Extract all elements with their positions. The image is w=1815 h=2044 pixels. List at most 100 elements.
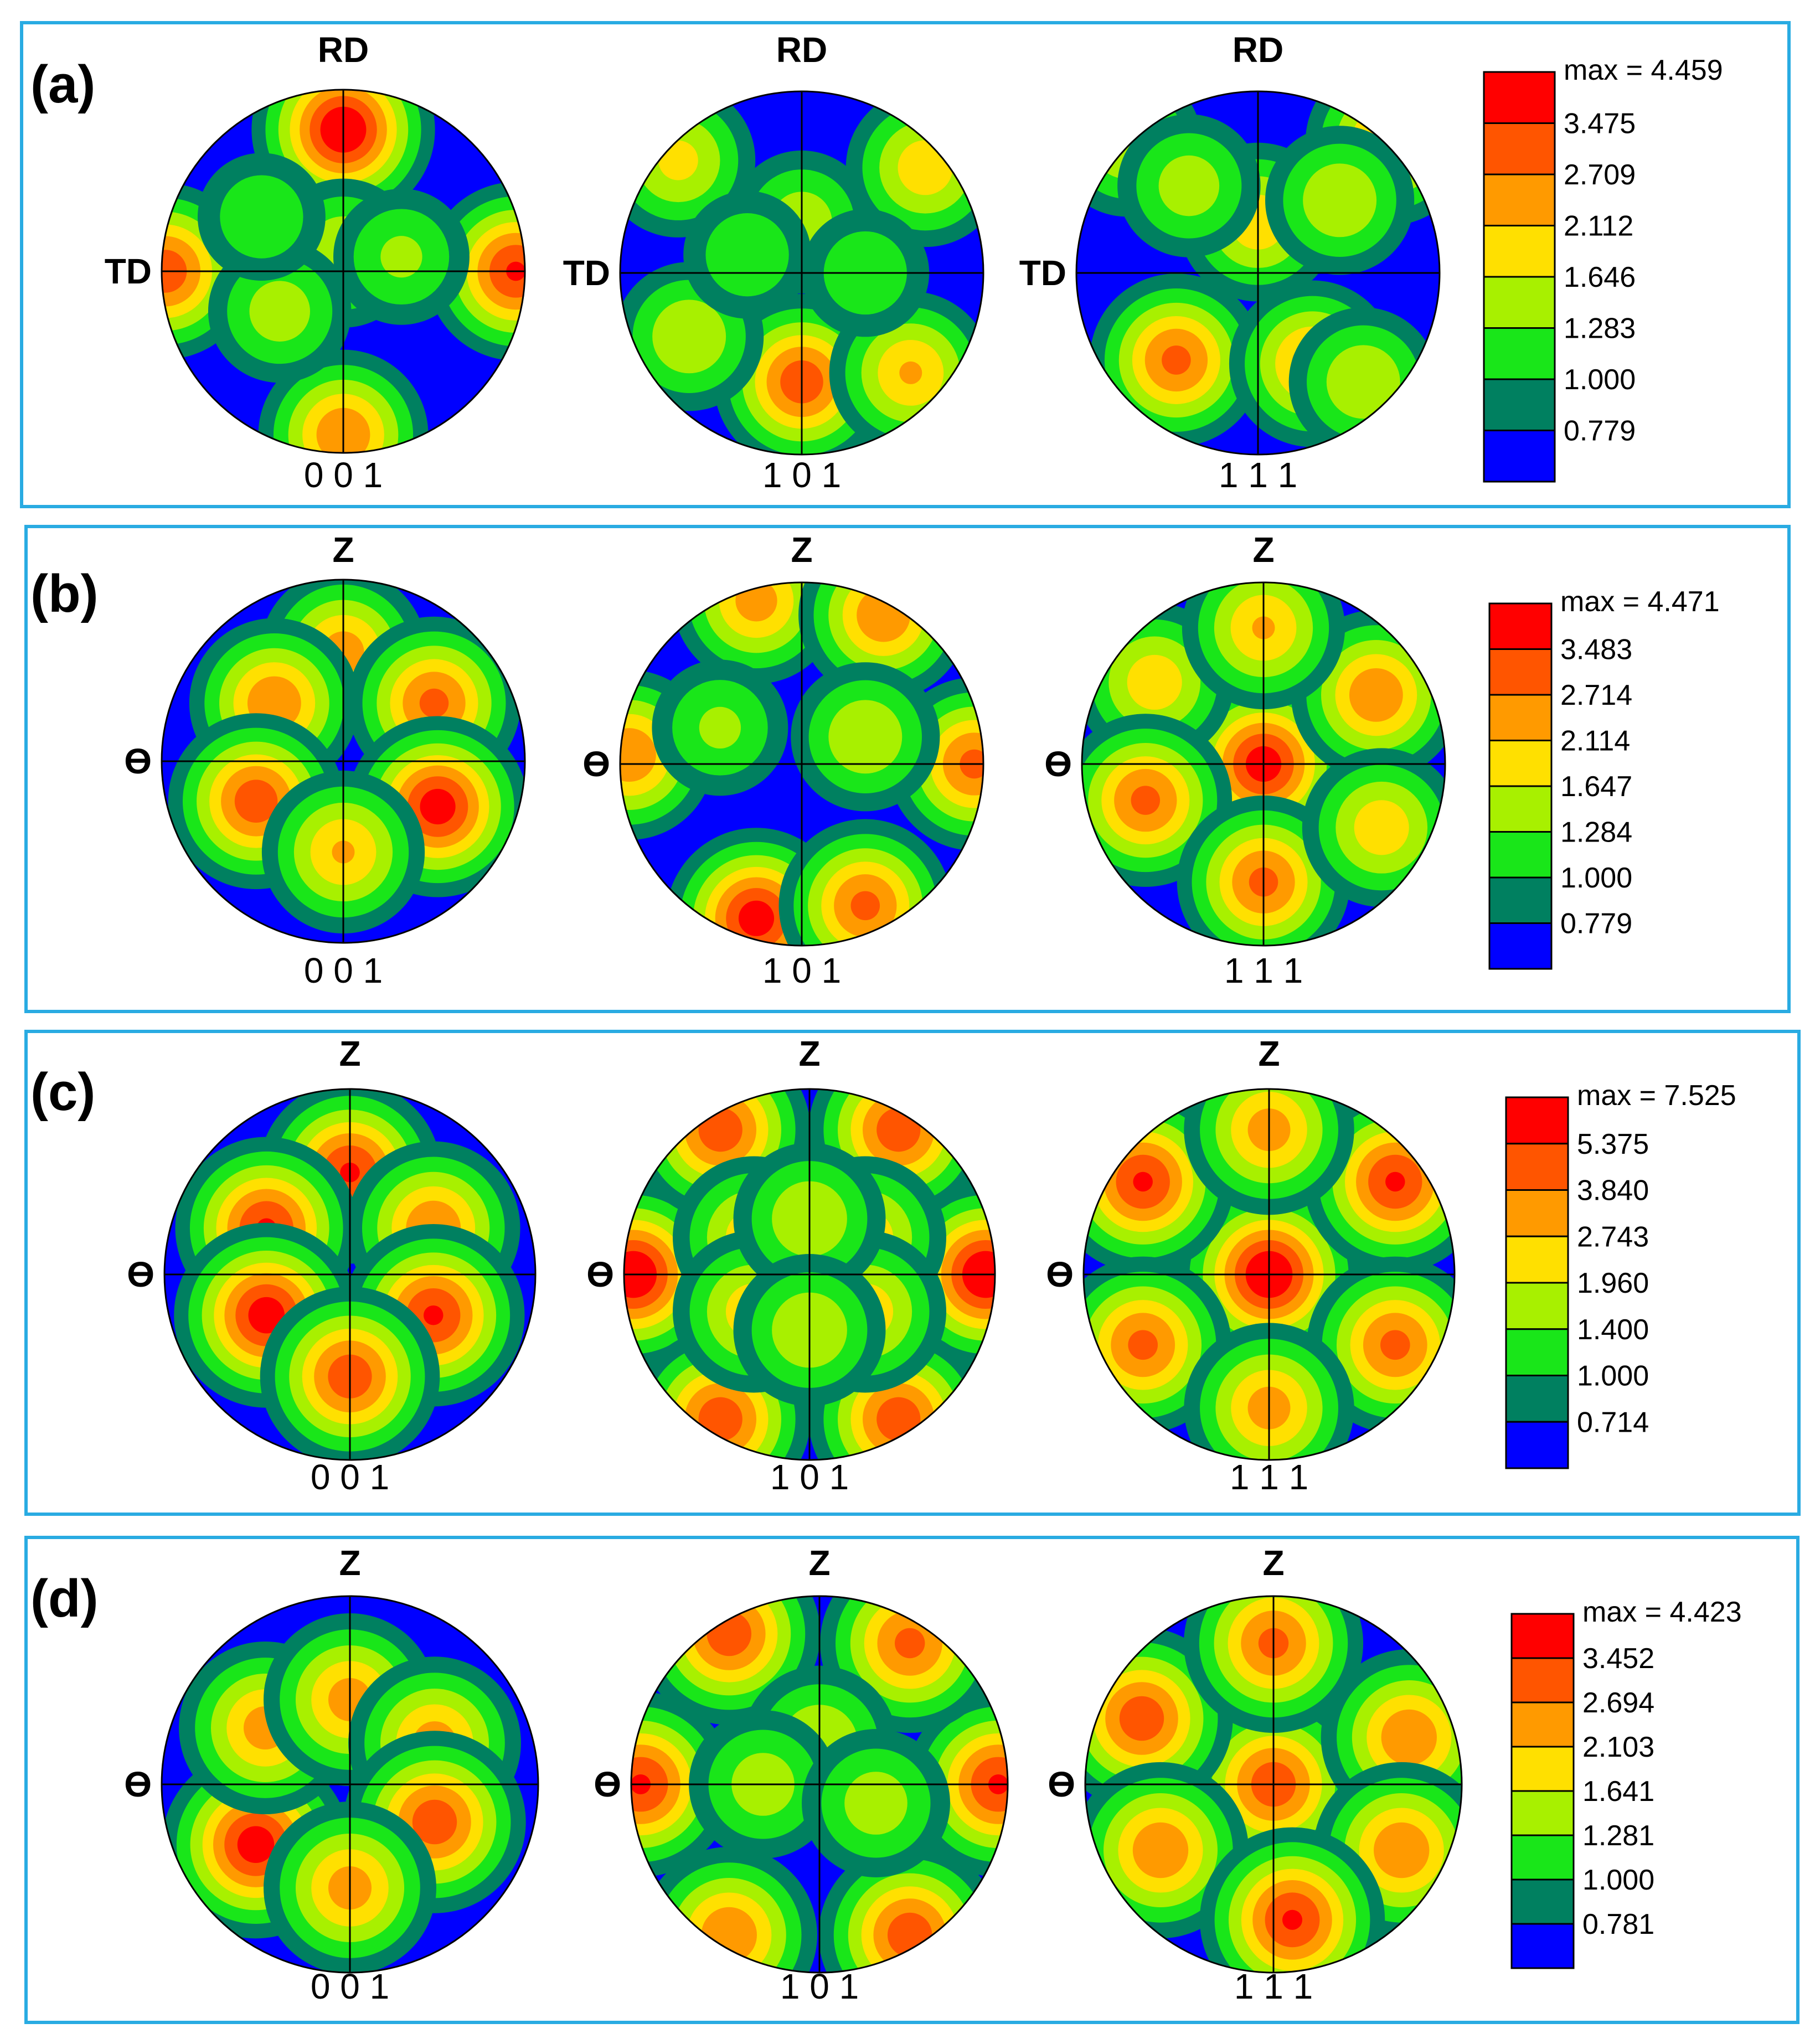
legend-level-label: 0.779 (1560, 908, 1632, 940)
pole-figure-outline (1084, 1595, 1463, 1974)
pole-figure-111 (1084, 1595, 1463, 1974)
legend-level-label: 1.641 (1582, 1775, 1654, 1808)
density-peak-7-level-2 (220, 175, 303, 259)
panel-a-frame (20, 21, 1791, 508)
density-peak-3-level-6 (1131, 786, 1161, 815)
top-axis-label: Z (1262, 1543, 1284, 1583)
legend-level-label: 1.281 (1582, 1820, 1654, 1852)
density-peak-3-level-6 (894, 1628, 925, 1659)
legend-level-label: 1.283 (1564, 313, 1636, 345)
top-axis-label: RD (318, 30, 369, 70)
legend-swatch (1488, 876, 1553, 924)
density-peak-2-level-5 (735, 582, 777, 622)
legend-swatch (1510, 1790, 1575, 1836)
legend-swatch (1483, 327, 1556, 380)
panel-d: (d) Z ϴ 0 0 1 Z ϴ 1 0 1 Z ϴ 1 1 1 max = 4.423 3.452… (30, 1543, 1742, 2006)
pole-figure-101 (623, 1088, 996, 1461)
legend-swatch (1483, 378, 1556, 431)
density-peak-0-level-7 (237, 1826, 275, 1864)
legend-max-label: max = 4.471 (1560, 586, 1720, 618)
legend-swatch (1505, 1189, 1569, 1237)
density-peak-3-level-5 (1132, 1822, 1189, 1878)
pole-figure-001 (163, 1088, 537, 1461)
legend-swatch (1510, 1613, 1575, 1659)
legend-swatch (1510, 1834, 1575, 1881)
legend-swatch (1488, 922, 1553, 970)
pole-figure-outline (161, 1595, 539, 1974)
density-peak-5-level-3 (249, 281, 310, 342)
density-peak-8-level-3 (844, 1772, 908, 1835)
pole-label: 1 0 1 (762, 951, 841, 990)
legend-swatch (1510, 1923, 1575, 1969)
pole-label: 1 0 1 (780, 1966, 859, 2006)
density-peak-4-level-7 (420, 788, 456, 825)
density-peak-3-level-5 (857, 588, 911, 642)
legend-swatch (1505, 1235, 1569, 1284)
legend-swatch (1510, 1746, 1575, 1792)
side-axis-label: ϴ (124, 741, 152, 781)
density-peak-4-level-6 (412, 1799, 457, 1845)
color-legend: max = 4.423 3.452 2.694 2.103 1.641 1.281 1.00… (1510, 1596, 1742, 1969)
pole-label: 1 1 1 (1219, 455, 1297, 495)
pole-figure-outline (1081, 581, 1446, 947)
side-axis-label: ϴ (582, 744, 610, 784)
legend-level-label: 2.112 (1564, 210, 1633, 242)
legend-swatch (1505, 1096, 1569, 1145)
density-peak-2-level-6 (698, 1108, 742, 1152)
legend-swatch (1488, 602, 1553, 650)
pole-label: 1 1 1 (1230, 1457, 1308, 1497)
legend-level-label: 2.103 (1582, 1731, 1654, 1763)
legend-level-label: 0.781 (1582, 1908, 1654, 1940)
legend-swatch (1505, 1421, 1569, 1469)
color-legend: max = 7.525 5.375 3.840 2.743 1.960 1.400 1.00… (1505, 1080, 1736, 1469)
panel-label: (b) (30, 564, 99, 623)
pole-figure-outline (1075, 90, 1441, 456)
legend-swatch (1483, 225, 1556, 278)
pole-figure-outline (163, 1088, 537, 1461)
pole-figure-outline (161, 89, 526, 454)
legend-swatch (1510, 1701, 1575, 1748)
pole-figure-outline (619, 581, 984, 947)
side-axis-label: ϴ (127, 1255, 154, 1294)
legend-swatch (1483, 71, 1556, 124)
density-peak-3-level-7 (248, 1297, 285, 1334)
density-peak-5-level-3 (1158, 155, 1220, 216)
density-peak-0-level-6 (1162, 345, 1191, 375)
legend-level-label: 5.375 (1577, 1128, 1649, 1160)
pole-label: 0 0 1 (311, 1457, 389, 1497)
legend-level-label: 1.000 (1560, 862, 1632, 894)
density-contours (1082, 582, 1445, 946)
density-peak-4-level-6 (698, 1397, 742, 1441)
pole-label: 0 0 1 (311, 1966, 389, 2006)
pole-label: 1 1 1 (1234, 1966, 1313, 2006)
legend-level-label: 1.284 (1560, 817, 1632, 849)
density-peak-4-level-5 (1374, 1822, 1430, 1878)
density-peak-7-level-3 (699, 706, 741, 749)
legend-level-label: 3.452 (1582, 1643, 1654, 1675)
panel-c: (c) Z ϴ 0 0 1 Z ϴ 1 0 1 Z ϴ 1 1 1 max = 7.525 5.375… (30, 1034, 1736, 1497)
top-axis-label: Z (798, 1034, 820, 1073)
density-peak-3-level-6 (876, 1108, 921, 1152)
density-peak-4-level-6 (1380, 1330, 1410, 1360)
density-peak-1-level-7 (1133, 1171, 1153, 1192)
density-contours (620, 91, 983, 455)
density-peak-2-level-4 (898, 140, 953, 195)
panel-label: (c) (30, 1062, 95, 1122)
side-axis-label: ϴ (124, 1764, 152, 1804)
density-peak-1-level-6 (850, 891, 880, 921)
legend-swatch (1510, 1878, 1575, 1925)
legend-level-label: 3.483 (1560, 634, 1632, 666)
legend-level-label: 1.000 (1582, 1864, 1654, 1896)
panel-a: (a) RD TD 0 0 1 RD TD 1 0 1 RD TD 1 1 1 max = 4.45… (30, 30, 1723, 495)
legend-level-label: 0.714 (1577, 1406, 1649, 1438)
legend-swatch (1488, 831, 1553, 879)
legend-swatch (1488, 740, 1553, 787)
pole-figure-101 (619, 581, 984, 947)
pole-label: 1 1 1 (1224, 951, 1303, 990)
pole-figure-outline (623, 1088, 996, 1461)
top-axis-label: Z (339, 1034, 360, 1073)
density-peak-5-level-6 (876, 1397, 921, 1441)
pole-label: 0 0 1 (304, 455, 383, 495)
legend-swatch (1505, 1375, 1569, 1423)
legend-level-label: 2.709 (1564, 159, 1636, 191)
